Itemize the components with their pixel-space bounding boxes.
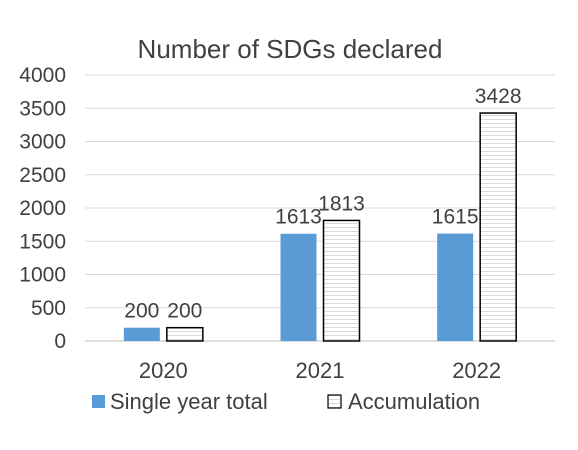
data-label: 200 (167, 300, 202, 323)
bar-accumulation-2020 (166, 326, 204, 342)
y-axis: 0 500 1000 1500 2000 2500 3000 3500 4000 (19, 64, 66, 353)
legend-label: Accumulation (348, 389, 480, 414)
gridlines (85, 74, 555, 342)
bar-accumulation-2022 (479, 112, 517, 342)
y-tick-label: 500 (31, 297, 66, 320)
bars (123, 112, 517, 342)
y-tick-label: 0 (54, 330, 66, 353)
y-tick-label: 1500 (19, 230, 66, 253)
y-tick-label: 3500 (19, 97, 66, 120)
legend-swatch (92, 395, 105, 408)
y-tick-label: 2500 (19, 164, 66, 187)
legend-label: Single year total (110, 389, 268, 414)
bar-single-year-2020 (123, 327, 160, 341)
x-tick-label: 2022 (452, 358, 501, 383)
bar-single-year-2022 (437, 233, 474, 341)
x-tick-label: 2021 (296, 358, 345, 383)
y-tick-label: 3000 (19, 131, 66, 154)
data-label: 200 (124, 300, 159, 323)
legend: Single year total Accumulation (92, 389, 480, 414)
data-label: 3428 (475, 85, 522, 108)
chart-title: Number of SDGs declared (138, 34, 443, 64)
x-axis: 2020 2021 2022 (139, 358, 501, 383)
data-label: 1615 (432, 206, 479, 229)
data-label: 1813 (318, 192, 365, 215)
bar-single-year-2021 (280, 233, 317, 341)
y-tick-label: 1000 (19, 264, 66, 287)
data-label: 1613 (275, 206, 322, 229)
legend-swatch (327, 394, 342, 409)
y-tick-label: 4000 (19, 64, 66, 87)
x-tick-label: 2020 (139, 358, 188, 383)
y-tick-label: 2000 (19, 197, 66, 220)
bar-accumulation-2021 (322, 219, 361, 342)
